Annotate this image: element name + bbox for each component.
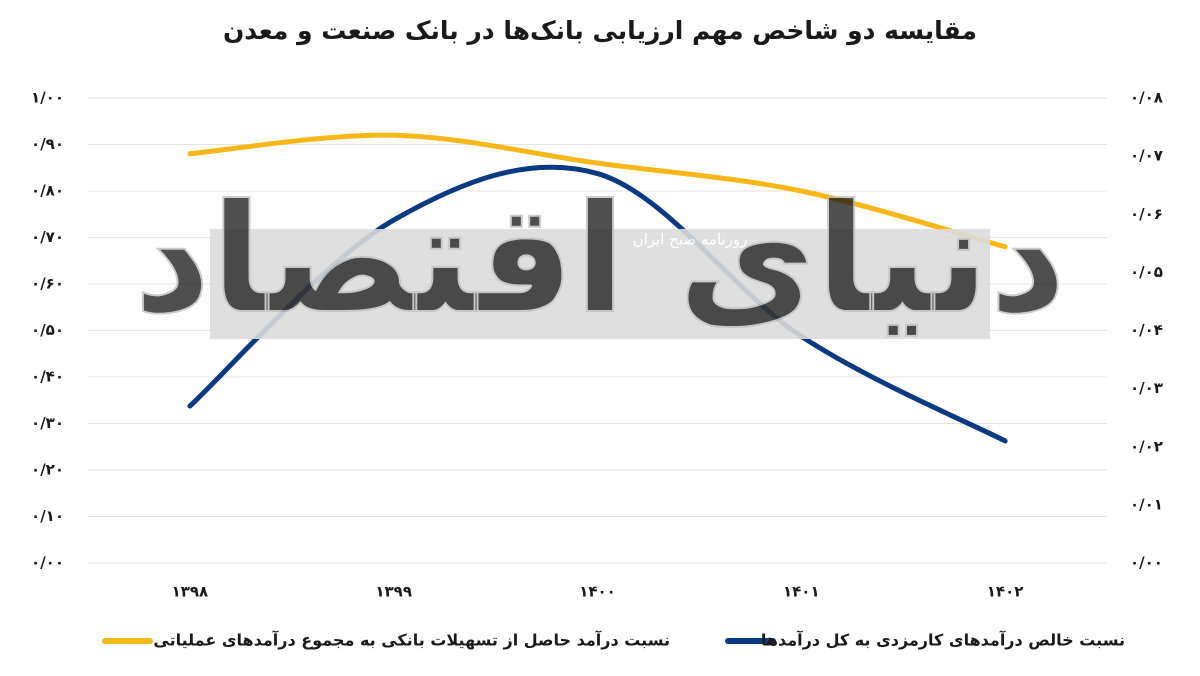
x-tick-label: ۱۴۰۱ (783, 583, 820, 601)
y2-tick-label: ۰/۰۳ (1130, 379, 1163, 397)
x-tick-label: ۱۳۹۸ (172, 583, 209, 601)
y2-tick-label: ۰/۰۴ (1130, 321, 1163, 339)
y-tick-label: ۰/۸۰ (31, 182, 64, 200)
y-tick-label: ۰/۱۰ (31, 507, 64, 525)
y-tick-label: ۰/۶۰ (31, 275, 64, 293)
chart-title: مقایسه دو شاخص مهم ارزیابی بانک‌ها در با… (223, 16, 977, 46)
watermark-band (210, 229, 990, 339)
y2-tick-label: ۰/۰۰ (1130, 554, 1163, 572)
watermark-text: دنیای اقتصاد (134, 173, 1067, 347)
y2-tick-label: ۰/۰۶ (1130, 205, 1163, 223)
y2-tick-label: ۰/۰۲ (1130, 437, 1163, 455)
watermark-subtitle: روزنامه صبح ایران (633, 231, 748, 249)
x-tick-label: ۱۳۹۹ (375, 583, 412, 601)
series-line (187, 132, 1008, 250)
y-tick-label: ۰/۷۰ (31, 228, 64, 246)
legend-label: نسبت درآمد حاصل از تسهیلات بانکی به مجمو… (153, 630, 670, 650)
y-tick-label: ۰/۵۰ (31, 321, 64, 339)
x-tick-label: ۱۴۰۲ (987, 583, 1024, 601)
y-tick-label: ۰/۰۰ (31, 554, 64, 572)
y-tick-label: ۱/۰۰ (31, 89, 64, 107)
y-tick-label: ۰/۲۰ (31, 461, 64, 479)
y2-tick-label: ۰/۰۸ (1130, 89, 1163, 107)
x-tick-label: ۱۴۰۰ (579, 583, 616, 601)
watermark: دنیای اقتصاد روزنامه صبح ایران (133, 172, 1068, 348)
legend-label: نسبت خالص درآمدهای کارمزدی به کل درآمدها (761, 630, 1125, 650)
y2-tick-label: ۰/۰۱ (1130, 495, 1163, 513)
y-tick-label: ۰/۴۰ (31, 368, 64, 386)
y-tick-label: ۰/۳۰ (31, 414, 64, 432)
y2-tick-label: ۰/۰۵ (1130, 263, 1163, 281)
y-tick-label: ۰/۹۰ (31, 135, 64, 153)
y2-tick-label: ۰/۰۷ (1130, 147, 1163, 165)
